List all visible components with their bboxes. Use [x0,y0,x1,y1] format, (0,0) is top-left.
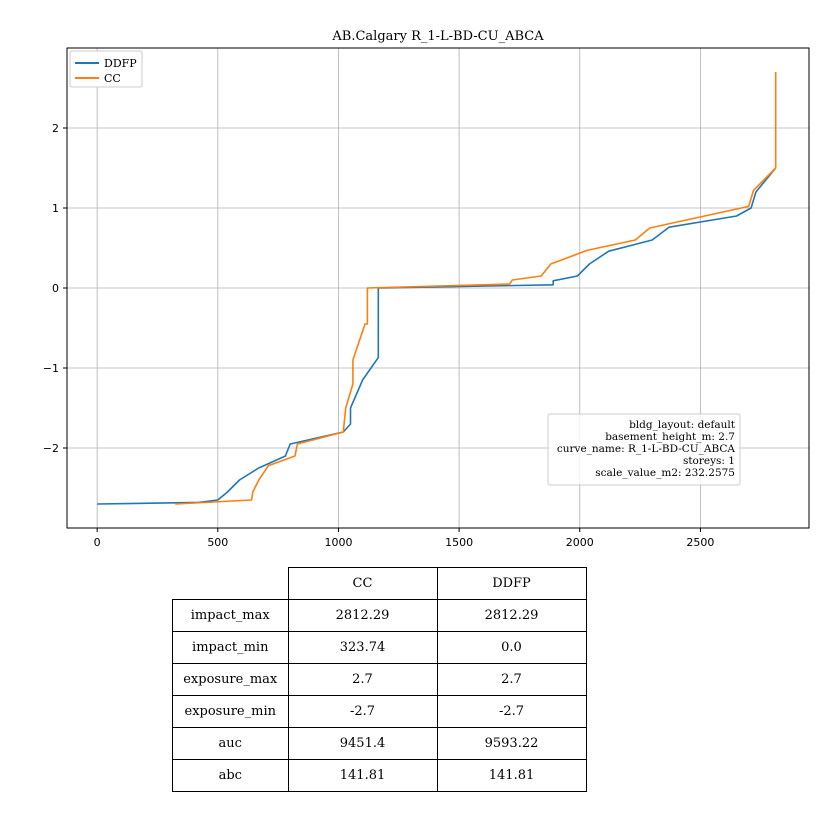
cell-cc: 323.74 [287,631,438,664]
legend: DDFP CC [69,50,143,88]
cell-ddfp: 0.0 [436,631,587,664]
cell-ddfp: 2812.29 [436,599,587,632]
table-row: impact_min 323.74 0.0 [172,631,587,664]
y-tick-label: −2 [43,442,59,455]
cell-cc: -2.7 [287,695,438,728]
x-tick-label: 500 [207,536,228,549]
x-tick-label: 0 [94,536,101,549]
legend-label-ddfp: DDFP [104,57,137,70]
legend-label-cc: CC [104,72,121,85]
cell-cc: 2812.29 [287,599,438,632]
table-row: auc 9451.4 9593.22 [172,727,587,760]
cell-ddfp: 2.7 [436,663,587,696]
x-tick-label: 2000 [566,536,594,549]
annotation-line: storeys: 1 [683,455,735,467]
y-tick-label: 0 [52,282,59,295]
chart-title: AB.Calgary R_1-L-BD-CU_ABCA [331,29,544,44]
annotation-line: curve_name: R_1-L-BD-CU_ABCA [557,443,736,455]
annotation-line: bldg_layout: default [629,419,736,431]
cell-cc: 141.81 [287,759,438,792]
y-tick-label: 1 [52,202,59,215]
table-header: CC [287,567,438,600]
series-line-cc [175,72,777,505]
grid [67,48,809,528]
x-tick-label: 1000 [324,536,352,549]
row-label: abc [172,759,289,792]
table-header-row: CC DDFP [172,567,587,600]
x-tick-label: 1500 [445,536,473,549]
chart: AB.Calgary R_1-L-BD-CU_ABCA 0 500 1000 1500… [43,29,810,549]
table-header: DDFP [436,567,587,600]
ticks: 0 500 1000 1500 2000 2500 −2 −1 0 1 2 [43,122,715,549]
y-tick-label: −1 [43,362,59,375]
table-row: abc 141.81 141.81 [172,759,587,792]
row-label: exposure_min [172,695,289,728]
table-row: impact_max 2812.29 2812.29 [172,599,587,632]
table-corner [172,567,289,600]
cell-cc: 2.7 [287,663,438,696]
cell-ddfp: 141.81 [436,759,587,792]
x-tick-label: 2500 [686,536,714,549]
cell-cc: 9451.4 [287,727,438,760]
annotation-line: scale_value_m2: 232.2575 [595,467,735,479]
stats-table: CC DDFP impact_max 2812.29 2812.29 impac… [172,567,587,792]
cell-ddfp: -2.7 [436,695,587,728]
series-layer [97,72,777,505]
row-label: exposure_max [172,663,289,696]
annotation-line: basement_height_m: 2.7 [605,431,735,443]
y-tick-label: 2 [52,122,59,135]
row-label: impact_min [172,631,289,664]
annotation-box: bldg_layout: default basement_height_m: … [547,413,741,486]
cell-ddfp: 9593.22 [436,727,587,760]
row-label: auc [172,727,289,760]
table-row: exposure_min -2.7 -2.7 [172,695,587,728]
series-line-ddfp [97,167,777,505]
row-label: impact_max [172,599,289,632]
table-row: exposure_max 2.7 2.7 [172,663,587,696]
